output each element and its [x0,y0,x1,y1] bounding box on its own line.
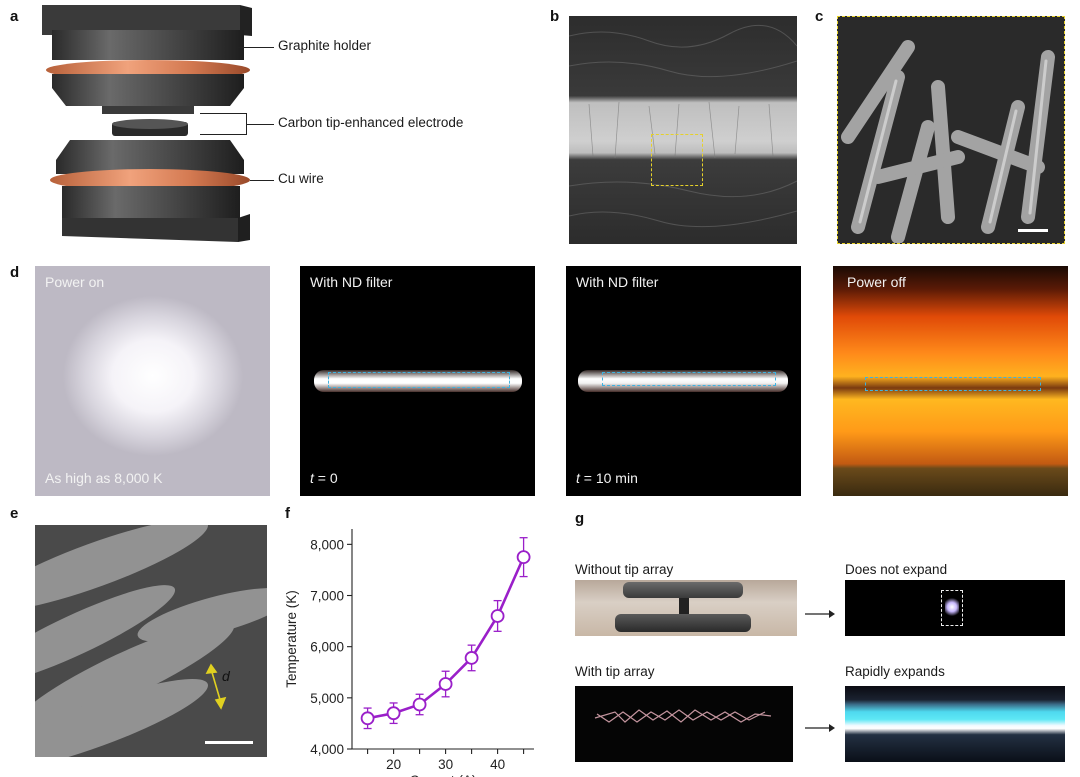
x-tick-label: 20 [386,757,401,772]
leader-line-electrode [246,124,274,125]
x-axis-label: Current (A) [410,773,477,777]
frame-power-on: Power on As high as 8,000 K [35,266,270,496]
electrode-assembly-illustration [42,5,252,242]
label-graphite-holder: Graphite holder [278,38,372,53]
x-tick-label: 40 [490,757,505,772]
label-does-not-expand: Does not expand [845,562,948,577]
leader-line-holder [238,47,274,48]
data-point [516,550,531,565]
micrograph-c [837,16,1065,244]
arrow-without-tip [805,606,835,624]
frame-caption-bottom: As high as 8,000 K [45,470,163,486]
panel-label-f: f [285,505,290,522]
leader-line-cu-wire [250,180,274,181]
frame-caption-bottom: t = 0 [310,470,338,486]
region-box-cyan [865,377,1041,391]
time-value: = 0 [313,470,338,486]
leader-line-electrode-top [200,113,246,114]
data-point [360,711,375,726]
panel-label-a: a [10,8,19,25]
frame-caption-top: With ND filter [310,274,393,290]
label-carbon-electrode: Carbon tip-enhanced electrode [278,115,464,130]
y-tick-label: 6,000 [310,640,344,655]
fiber-texture [569,24,797,228]
frame-caption-bottom: t = 10 min [576,470,638,486]
photo-with-tip-array [575,686,793,762]
data-point [386,706,401,721]
data-point [464,651,479,665]
micrograph-e: d [35,525,267,757]
frame-nd-filter-t10: With ND filter t = 10 min [566,266,801,496]
data-point [412,697,427,712]
fiber-glow [594,709,772,723]
frame-caption-top: With ND filter [576,274,659,290]
photo-does-not-expand [845,580,1065,636]
micrograph-b [569,16,797,244]
label-with-tip-array: With tip array [575,664,655,679]
time-value: = 10 min [579,470,638,486]
frame-caption-top: Power on [45,274,105,290]
panel-label-e: e [10,505,19,522]
label-without-tip-array: Without tip array [575,562,674,577]
region-box-cyan [328,372,510,388]
temperature-current-chart: 4,000 5,000 6,000 7,000 8,000 20 30 40 Current (… [284,529,534,777]
time-variable: t [576,470,580,486]
scale-bar-c [1018,229,1048,232]
glow-region-box [941,590,963,626]
time-variable: t [310,470,314,486]
upper-disc [623,582,743,598]
zoom-region-box [651,134,703,186]
y-tick-label: 7,000 [310,589,344,604]
data-point [490,609,505,623]
frame-power-off: Power off [833,266,1068,496]
glow-line [578,370,788,392]
y-axis-label: Temperature (K) [284,590,299,688]
panel-label-g: g [575,510,585,527]
panel-label-d: d [10,264,20,281]
dimension-label-d: d [222,668,231,684]
panel-label-c: c [815,8,824,25]
nanotube-texture [841,40,1055,243]
leader-line-electrode-bottom [200,134,246,135]
y-tick-label: 8,000 [310,537,344,552]
data-point [438,677,453,691]
region-box-cyan [602,372,776,386]
sample-wire [679,598,689,614]
y-tick-label: 5,000 [310,691,344,706]
label-cu-wire: Cu wire [278,171,324,186]
x-tick-label: 30 [438,757,453,772]
scale-bar-e [205,741,253,744]
glow-line [314,370,522,392]
tip-texture: d [35,525,267,757]
y-tick-label: 4,000 [310,742,344,757]
photo-without-tip-array [575,580,797,636]
frame-nd-filter-t0: With ND filter t = 0 [300,266,535,496]
photo-rapidly-expands [845,686,1065,762]
small-glow [945,598,959,616]
lower-disc [615,614,751,632]
panel-label-b: b [550,8,560,25]
arrow-with-tip [805,720,835,738]
label-rapidly-expands: Rapidly expands [845,664,945,679]
frame-caption-top: Power off [847,274,906,290]
